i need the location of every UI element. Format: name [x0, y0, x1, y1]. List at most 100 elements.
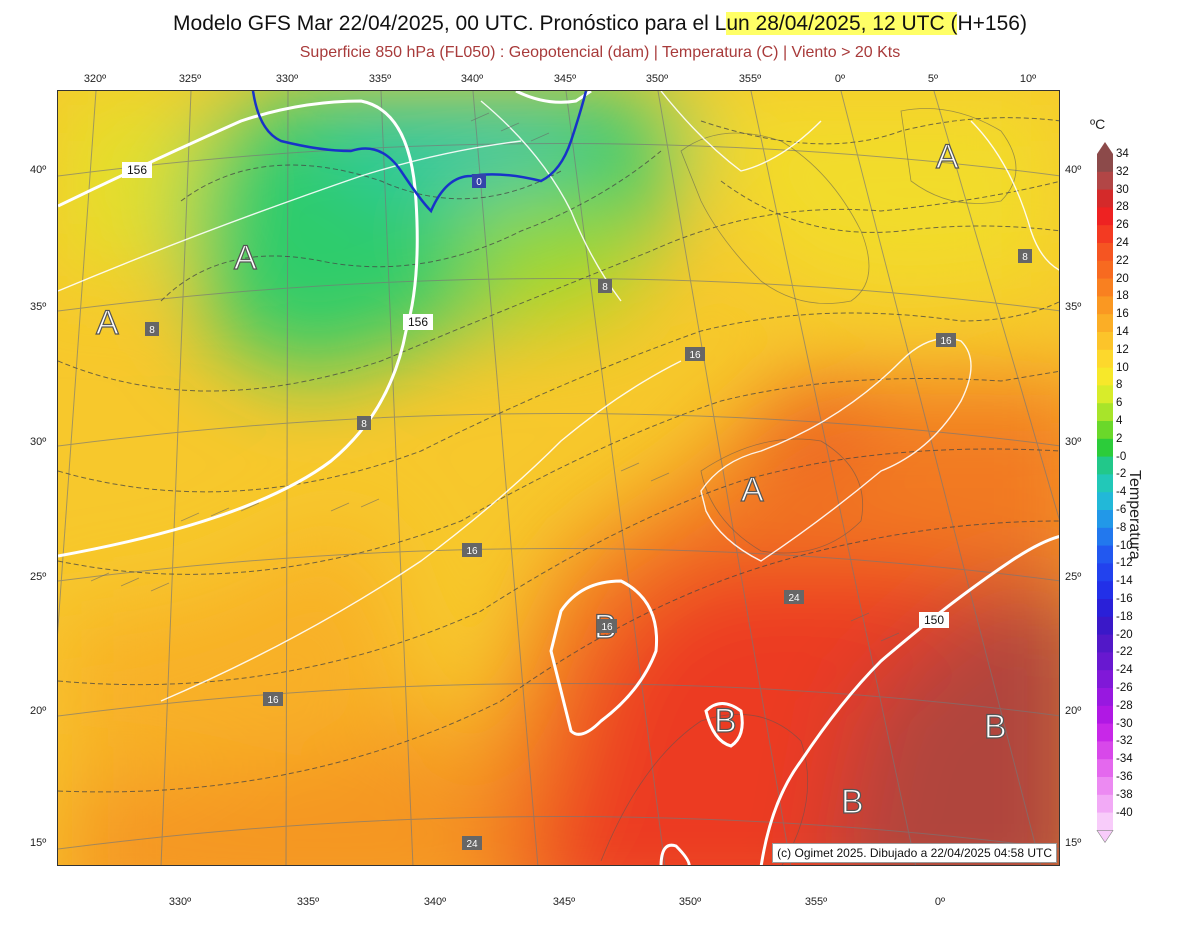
- high-pressure-label: A: [936, 138, 959, 176]
- legend-label: 24: [1116, 237, 1129, 249]
- title-highlight: un 28/04/2025, 12 UTC (: [726, 12, 958, 35]
- isotherm-label: 8: [602, 282, 608, 293]
- isotherm-label: 24: [466, 839, 478, 850]
- top-tick-label: 10º: [1019, 73, 1037, 85]
- legend-label: 14: [1116, 326, 1129, 338]
- legend-swatch: [1097, 705, 1113, 725]
- legend-swatch: [1097, 527, 1113, 547]
- legend-label: -34: [1116, 753, 1133, 766]
- geopotential-label: 156: [127, 163, 147, 177]
- isotherm-label: 16: [267, 695, 279, 706]
- bottom-tick-label: 330º: [168, 896, 192, 908]
- legend-top-arrow: [1097, 142, 1113, 154]
- legend-swatch: [1097, 421, 1113, 440]
- left-tick-label: 15º: [30, 837, 47, 849]
- right-tick-label: 30º: [1065, 436, 1082, 448]
- legend-label: -40: [1116, 806, 1133, 819]
- map-subtitle: Superficie 850 hPa (FL050) : Geopotencia…: [299, 44, 901, 61]
- legend-swatch: [1097, 296, 1113, 315]
- temperature-color-scale: [1096, 142, 1114, 843]
- isotherm-label: 16: [466, 546, 478, 557]
- isotherm-label: 16: [601, 622, 613, 633]
- legend-label: -16: [1116, 593, 1133, 605]
- legend-label: 30: [1116, 183, 1129, 196]
- bottom-tick-label: 345º: [552, 896, 576, 908]
- legend-swatch: [1097, 367, 1113, 386]
- legend-label: 4: [1116, 415, 1123, 427]
- map-panel: A A A A B B B B 156 156 150 8 8 8 8 16: [57, 90, 1060, 866]
- legend-label: -28: [1116, 699, 1133, 712]
- legend-label: -14: [1116, 575, 1133, 588]
- legend-swatch: [1097, 474, 1113, 493]
- legend-swatch: [1097, 171, 1113, 191]
- left-tick-label: 30º: [30, 436, 47, 448]
- right-tick-label: 40º: [1065, 164, 1082, 176]
- temperature-map: A A A A B B B B 156 156 150 8 8 8 8 16: [58, 91, 1059, 865]
- legend-swatch: [1097, 759, 1113, 778]
- legend-swatch: [1097, 581, 1113, 600]
- legend-label: -18: [1116, 610, 1133, 623]
- isotherm-label: 24: [788, 593, 800, 604]
- legend-swatch: [1097, 332, 1113, 351]
- isotherm-label: 8: [361, 419, 367, 430]
- map-title: Modelo GFS Mar 22/04/2025, 00 UTC. Pronó…: [0, 12, 1200, 36]
- low-pressure-label: B: [714, 702, 737, 740]
- legend-swatch: [1097, 225, 1113, 244]
- legend-swatch: [1097, 154, 1113, 173]
- legend-swatch: [1097, 207, 1113, 226]
- legend-label: -2: [1116, 468, 1127, 481]
- legend-title: Temperatura: [1126, 470, 1143, 560]
- legend-label: 2: [1116, 432, 1123, 445]
- top-tick-label: 330º: [275, 73, 299, 85]
- legend-label: 26: [1116, 219, 1129, 232]
- top-tick-label: 340º: [460, 73, 484, 85]
- legend-label: -10: [1116, 539, 1133, 552]
- top-tick-label: 350º: [645, 73, 669, 85]
- legend-unit: ºC: [1090, 116, 1106, 132]
- legend-label: 6: [1116, 397, 1123, 410]
- legend-swatch: [1097, 278, 1113, 297]
- bottom-tick-label: 335º: [296, 896, 320, 908]
- legend-label: -4: [1116, 486, 1127, 499]
- right-tick-label: 20º: [1065, 705, 1082, 717]
- legend-label: -24: [1116, 664, 1133, 677]
- legend-swatch: [1097, 616, 1113, 636]
- legend-swatch: [1097, 777, 1113, 796]
- low-pressure-label: B: [984, 708, 1007, 746]
- left-tick-label: 40º: [30, 164, 47, 176]
- legend-swatch: [1097, 349, 1113, 369]
- legend-label: 34: [1116, 148, 1129, 160]
- legend-swatch: [1097, 634, 1113, 653]
- left-tick-label: 35º: [30, 301, 47, 313]
- legend-label: -36: [1116, 771, 1133, 783]
- legend-swatch: [1097, 670, 1113, 689]
- top-tick-label: 345º: [553, 73, 577, 85]
- legend-label: -6: [1116, 504, 1127, 516]
- right-tick-label: 25º: [1065, 571, 1082, 583]
- geopotential-label: 156: [408, 315, 428, 329]
- title-text-1: Modelo GFS Mar 22/04/2025, 00 UTC. Pronó…: [173, 12, 727, 35]
- left-tick-label: 25º: [30, 571, 47, 583]
- legend-swatch: [1097, 189, 1113, 208]
- legend-label: 10: [1116, 361, 1129, 374]
- legend-swatch: [1097, 385, 1113, 404]
- bottom-tick-label: 340º: [423, 896, 447, 908]
- legend-swatch: [1097, 260, 1113, 280]
- right-tick-label: 15º: [1065, 837, 1082, 849]
- legend-swatch: [1097, 652, 1113, 671]
- legend-label: 20: [1116, 272, 1129, 285]
- right-tick-label: 35º: [1065, 301, 1082, 313]
- legend-swatch: [1097, 456, 1113, 475]
- geopotential-label: 150: [924, 613, 944, 627]
- legend-label: 32: [1116, 165, 1129, 178]
- legend-swatch: [1097, 545, 1113, 564]
- legend-swatch: [1097, 243, 1113, 262]
- high-pressure-label: A: [234, 239, 257, 277]
- isotherm-label: 16: [689, 350, 701, 361]
- bottom-tick-label: 350º: [678, 896, 702, 908]
- legend-swatch: [1097, 492, 1113, 511]
- bottom-tick-label: 355º: [804, 896, 828, 908]
- top-tick-label: 335º: [368, 73, 392, 85]
- left-tick-label: 20º: [30, 705, 47, 717]
- legend-label: 28: [1116, 201, 1129, 214]
